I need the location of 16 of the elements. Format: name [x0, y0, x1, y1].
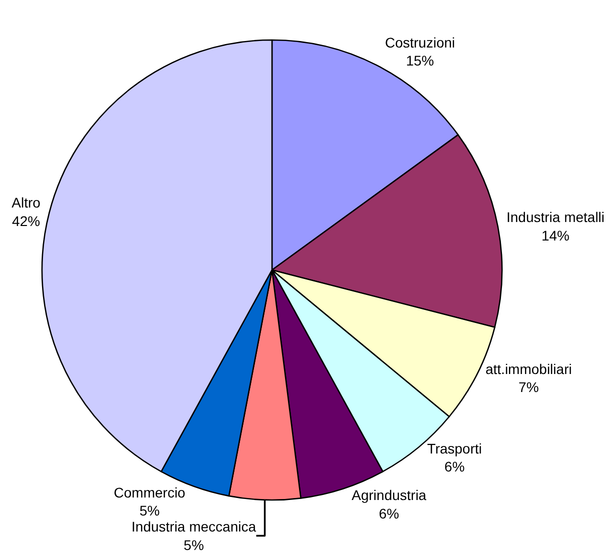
slice-label: Altro	[12, 194, 41, 211]
slice-label: Trasporti	[427, 440, 482, 456]
slice-label: Industria metalli	[506, 209, 605, 226]
slice-label: att.immobiliari	[485, 360, 572, 377]
data-label: 6%	[378, 505, 400, 522]
slice-label: Commercio	[114, 484, 186, 500]
data-label: 7%	[518, 379, 539, 396]
data-label: 5%	[184, 536, 204, 553]
slice-label: Costruzioni	[384, 34, 455, 50]
slice-label: Agrindustria	[352, 487, 427, 504]
data-label: 15%	[406, 52, 434, 69]
data-label: 6%	[444, 458, 465, 474]
data-label: 5%	[139, 502, 160, 519]
slice-label: Industria meccanica	[132, 518, 256, 535]
data-label: 42%	[12, 212, 40, 229]
data-label: 14%	[541, 227, 570, 244]
